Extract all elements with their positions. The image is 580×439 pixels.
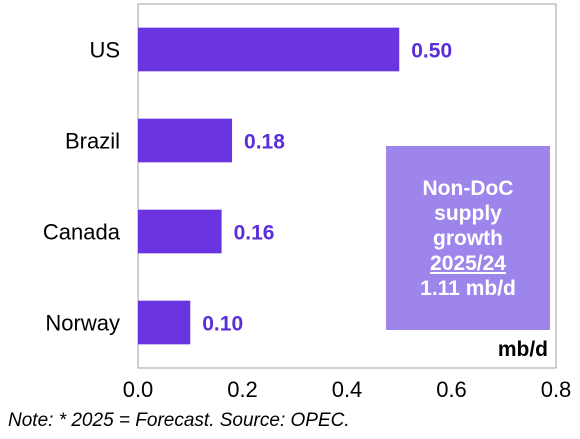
callout-total: 1.11 mb/d [420, 276, 516, 300]
x-tick-0: 0.0 [123, 377, 154, 402]
bar-canada [138, 209, 222, 254]
category-label-norway: Norway [45, 311, 120, 336]
source-note: Note: * 2025 = Forecast. Source: OPEC. [8, 410, 350, 431]
callout-line-3: growth [433, 226, 503, 250]
bar-us [138, 27, 400, 72]
callout-line-1: Non-DoC [422, 176, 514, 200]
category-label-us: US [89, 38, 120, 63]
value-label-canada: 0.16 [234, 222, 275, 245]
x-tick-2: 0.4 [332, 377, 363, 402]
category-label-brazil: Brazil [65, 129, 120, 154]
x-tick-1: 0.2 [227, 377, 258, 402]
value-label-norway: 0.10 [202, 313, 243, 336]
callout-line-2: supply [434, 201, 502, 225]
value-labels: 0.50 0.18 0.16 0.10 [202, 40, 452, 336]
supply-growth-callout: Non-DoC supply growth 2025/24 1.11 mb/d [386, 146, 550, 330]
callout-period: 2025/24 [430, 251, 506, 275]
plot-frame [137, 3, 557, 369]
bar-brazil [138, 118, 233, 163]
plot-border [137, 3, 557, 369]
value-label-brazil: 0.18 [244, 131, 285, 154]
unit-label: mb/d [498, 338, 548, 361]
category-label-canada: Canada [43, 220, 121, 245]
bar-norway [138, 300, 191, 345]
x-tick-labels: 0.0 0.2 0.4 0.6 0.8 [123, 377, 572, 402]
category-labels: US Brazil Canada Norway [43, 38, 121, 336]
x-tick-4: 0.8 [541, 377, 572, 402]
x-tick-3: 0.6 [436, 377, 467, 402]
bars [138, 27, 400, 345]
value-label-us: 0.50 [411, 40, 452, 63]
